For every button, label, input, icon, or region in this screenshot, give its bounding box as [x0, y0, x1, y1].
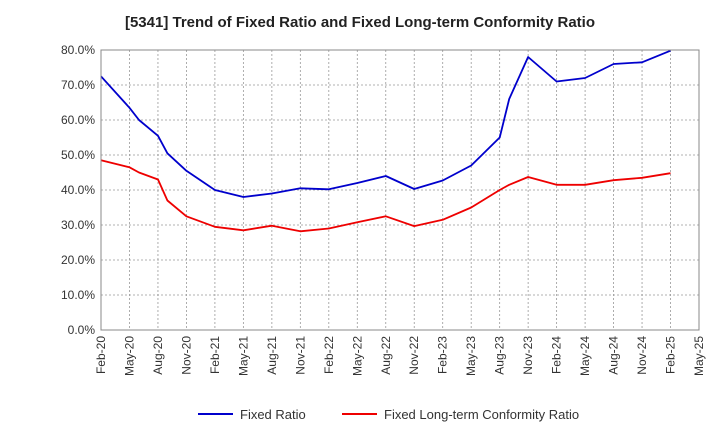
- plot-frame: [100, 49, 700, 331]
- x-axis-ticks: Feb-20 May-20 Aug-20 Nov-20 Feb-21 May-21 Aug-…: [94, 336, 706, 376]
- legend-label-2: Fixed Long-term Conformity Ratio: [384, 407, 579, 422]
- series-line-2: [100, 159, 671, 233]
- legend-label-1: Fixed Ratio: [240, 407, 306, 422]
- legend: Fixed Ratio Fixed Long-term Conformity Ra…: [198, 407, 579, 422]
- y-tick-label: 30.0%: [61, 218, 95, 232]
- x-tick-label: Feb-24: [550, 336, 564, 374]
- x-tick-label: May-25: [692, 336, 706, 376]
- y-tick-label: 60.0%: [61, 113, 95, 127]
- x-tick-label: May-21: [236, 336, 250, 376]
- x-tick-label: Aug-20: [151, 336, 165, 375]
- series-line-1: [100, 49, 671, 198]
- x-tick-label: Aug-22: [379, 336, 393, 375]
- x-tick-label: Feb-21: [208, 336, 222, 374]
- y-tick-label: 20.0%: [61, 253, 95, 267]
- x-tick-label: Aug-24: [607, 336, 621, 375]
- grid-lines: [101, 50, 699, 330]
- x-tick-label: May-22: [350, 336, 364, 376]
- x-tick-label: Aug-21: [265, 336, 279, 375]
- y-tick-label: 10.0%: [61, 288, 95, 302]
- x-tick-label: May-20: [122, 336, 136, 376]
- y-tick-label: 50.0%: [61, 148, 95, 162]
- y-tick-label: 40.0%: [61, 183, 95, 197]
- x-tick-label: Nov-24: [635, 336, 649, 375]
- x-tick-label: Feb-23: [436, 336, 450, 374]
- series-lines: [100, 49, 671, 233]
- x-tick-label: Aug-23: [493, 336, 507, 375]
- x-tick-label: May-23: [464, 336, 478, 376]
- x-tick-label: Nov-23: [521, 336, 535, 375]
- x-tick-label: Feb-25: [664, 336, 678, 374]
- x-tick-label: May-24: [578, 336, 592, 376]
- chart-title: [5341] Trend of Fixed Ratio and Fixed Lo…: [124, 14, 596, 31]
- y-tick-label: 80.0%: [61, 43, 95, 57]
- x-tick-label: Nov-21: [293, 336, 307, 375]
- x-tick-label: Nov-20: [179, 336, 193, 375]
- x-tick-label: Feb-20: [94, 336, 108, 374]
- y-tick-label: 70.0%: [61, 78, 95, 92]
- x-tick-label: Feb-22: [322, 336, 336, 374]
- y-tick-label: 0.0%: [68, 323, 96, 337]
- x-tick-label: Nov-22: [407, 336, 421, 375]
- y-axis-ticks: 0.0% 10.0% 20.0% 30.0% 40.0% 50.0% 60.0% 70.0% 8…: [61, 43, 95, 337]
